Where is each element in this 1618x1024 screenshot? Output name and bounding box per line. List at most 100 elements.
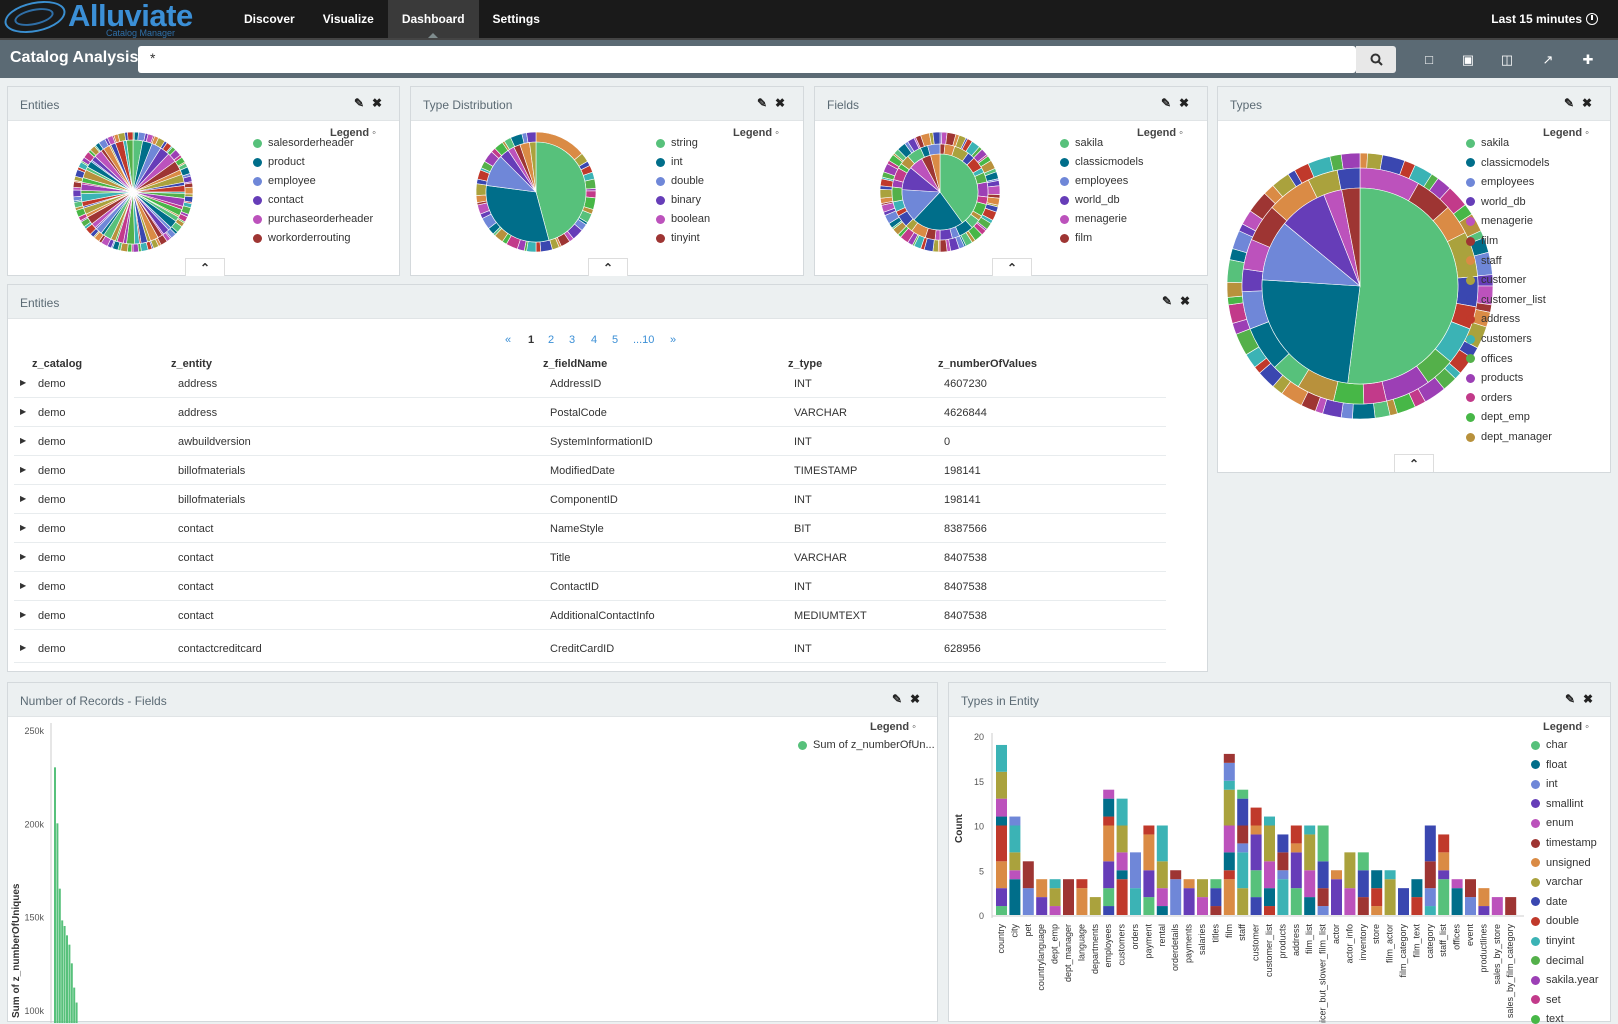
bar-segment[interactable] xyxy=(1317,861,1329,889)
legend-toggle[interactable]: Legend ◦ xyxy=(870,721,917,733)
table-row[interactable]: ▶ demo contactcreditcard CreditCardID INT 628… xyxy=(14,634,1166,663)
legend-item[interactable]: text xyxy=(1531,1013,1564,1024)
pie-slice[interactable] xyxy=(1347,187,1459,385)
bar-segment[interactable] xyxy=(1156,906,1168,915)
table-row[interactable]: ▶ demo awbuildversion SystemInformationID IN… xyxy=(14,427,1166,456)
bar-segment[interactable] xyxy=(1210,906,1222,915)
save-icon[interactable]: ▣ xyxy=(1461,52,1475,67)
bar-segment[interactable] xyxy=(1237,843,1249,853)
close-icon[interactable]: ✖ xyxy=(1582,96,1593,110)
page-link[interactable]: 1 xyxy=(528,334,535,346)
expand-row-icon[interactable]: ▶ xyxy=(20,610,27,619)
bar-segment[interactable] xyxy=(1143,834,1155,871)
bar-segment[interactable] xyxy=(1022,861,1034,889)
nav-dashboard[interactable]: Dashboard xyxy=(387,0,479,38)
legend-item[interactable]: customer xyxy=(1466,274,1526,286)
bar-segment[interactable] xyxy=(1237,888,1249,915)
pie-slice[interactable] xyxy=(584,178,597,190)
legend-item[interactable]: tinyint xyxy=(656,232,700,244)
bar-segment[interactable] xyxy=(1009,816,1021,826)
legend-item[interactable]: int xyxy=(656,156,683,168)
bar-segment[interactable] xyxy=(996,906,1007,915)
bar-segment[interactable] xyxy=(1491,897,1503,915)
bar-segment[interactable] xyxy=(1130,888,1141,915)
legend-item[interactable]: tinyint xyxy=(1531,935,1575,947)
edit-icon[interactable]: ✎ xyxy=(1162,294,1173,308)
bar-segment[interactable] xyxy=(1304,834,1316,871)
bar-segment[interactable] xyxy=(1277,870,1289,880)
legend-item[interactable]: char xyxy=(1531,739,1567,751)
pie-slice[interactable] xyxy=(535,241,542,253)
bar-segment[interactable] xyxy=(1264,906,1275,915)
pie-slice[interactable] xyxy=(529,141,537,193)
legend-item[interactable]: menagerie xyxy=(1466,215,1533,227)
pie-slice[interactable] xyxy=(1241,268,1264,293)
legend-item[interactable]: int xyxy=(1531,778,1558,790)
legend-item[interactable]: workorderrouting xyxy=(253,232,351,244)
bar-segment[interactable] xyxy=(1465,897,1476,915)
legend-item[interactable]: double xyxy=(1531,915,1579,927)
bar-segment[interactable] xyxy=(1465,879,1476,898)
bar-segment[interactable] xyxy=(1103,888,1115,907)
bar-segment[interactable] xyxy=(1411,879,1423,898)
pie-slice[interactable] xyxy=(1226,281,1243,298)
bar-segment[interactable] xyxy=(1317,906,1329,915)
expand-row-icon[interactable]: ▶ xyxy=(20,436,27,445)
pie-slice[interactable] xyxy=(1341,187,1361,287)
bar-segment[interactable] xyxy=(1223,762,1235,781)
collapse-button[interactable]: ⌃ xyxy=(588,258,628,276)
legend-item[interactable]: contact xyxy=(253,194,303,206)
bar-segment[interactable] xyxy=(996,816,1007,826)
search-input[interactable]: * xyxy=(138,46,1356,73)
legend-item[interactable]: boolean xyxy=(656,213,710,225)
bar-segment[interactable] xyxy=(1170,870,1182,880)
bar-segment[interactable] xyxy=(1156,825,1168,862)
column-header-z-entity[interactable]: z_entity xyxy=(171,358,212,370)
legend-item[interactable]: binary xyxy=(656,194,701,206)
bar-segment[interactable] xyxy=(1237,852,1249,889)
bar-segment[interactable] xyxy=(996,771,1007,799)
bar[interactable] xyxy=(61,920,64,1023)
legend-item[interactable]: double xyxy=(656,175,704,187)
page-link[interactable]: 5 xyxy=(612,334,619,346)
legend-item[interactable]: decimal xyxy=(1531,955,1584,967)
bar-segment[interactable] xyxy=(1438,834,1450,853)
table-row[interactable]: ▶ demo billofmaterials ComponentID INT 198141 xyxy=(14,485,1166,514)
bar-segment[interactable] xyxy=(1116,870,1128,880)
page-link[interactable]: » xyxy=(670,334,677,346)
bar-segment[interactable] xyxy=(1223,825,1235,853)
search-button[interactable] xyxy=(1356,46,1396,73)
pie-slice[interactable] xyxy=(127,131,134,141)
bar-segment[interactable] xyxy=(1049,879,1061,889)
bar-segment[interactable] xyxy=(1304,825,1316,835)
bar-segment[interactable] xyxy=(1143,870,1155,898)
pie-slice[interactable] xyxy=(930,153,941,193)
bar-segment[interactable] xyxy=(1424,906,1436,915)
bar-segment[interactable] xyxy=(1223,780,1235,790)
pie-slice[interactable] xyxy=(976,181,989,198)
bar-segment[interactable] xyxy=(1478,888,1490,907)
column-header-z-catalog[interactable]: z_catalog xyxy=(32,358,83,370)
expand-row-icon[interactable]: ▶ xyxy=(20,465,27,474)
bar-segment[interactable] xyxy=(1424,888,1436,907)
bar-segment[interactable] xyxy=(1264,861,1275,889)
bar-segment[interactable] xyxy=(1103,906,1115,915)
time-picker[interactable]: Last 15 minutes xyxy=(1491,12,1598,26)
bar-segment[interactable] xyxy=(1076,879,1088,889)
bar-segment[interactable] xyxy=(1290,825,1302,844)
bar-segment[interactable] xyxy=(1089,897,1101,915)
bar-segment[interactable] xyxy=(1357,870,1369,898)
pie-slice[interactable] xyxy=(939,239,948,253)
pie-slice[interactable] xyxy=(879,188,893,199)
legend-item[interactable]: staff xyxy=(1466,255,1502,267)
bar[interactable] xyxy=(54,767,56,1023)
legend-item[interactable]: varchar xyxy=(1531,876,1583,888)
bar-segment[interactable] xyxy=(1304,870,1316,898)
nav-settings[interactable]: Settings xyxy=(492,12,540,26)
pie-slice[interactable] xyxy=(1336,167,1361,191)
pie-slice[interactable] xyxy=(927,143,941,156)
open-icon[interactable]: ◫ xyxy=(1500,52,1514,67)
bar-segment[interactable] xyxy=(1183,879,1195,889)
expand-row-icon[interactable]: ▶ xyxy=(20,494,27,503)
page-link[interactable]: « xyxy=(505,334,512,346)
